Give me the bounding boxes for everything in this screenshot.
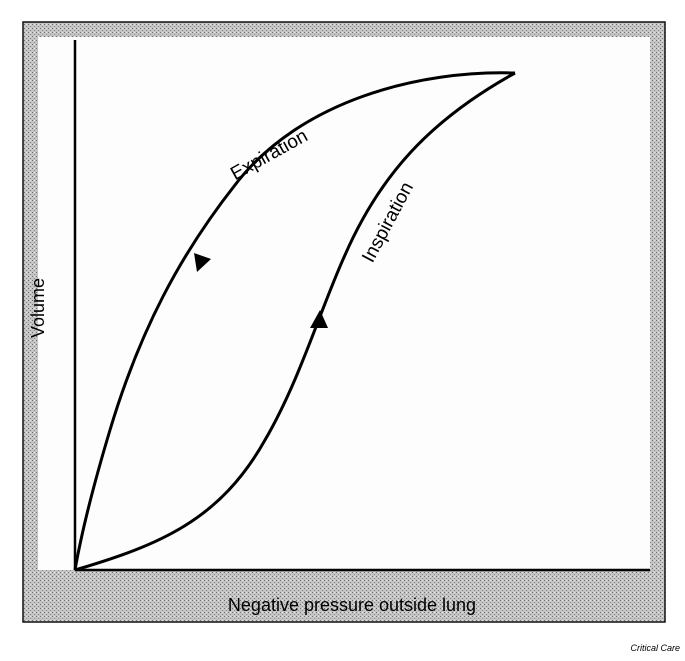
inspiration-arrow	[310, 310, 328, 328]
plot-area	[38, 37, 650, 570]
expiration-arrow	[194, 253, 211, 272]
x-axis-label: Negative pressure outside lung	[228, 595, 476, 615]
expiration-curve	[73, 71, 516, 571]
inspiration-curve	[74, 71, 516, 572]
y-axis-label: Volume	[28, 278, 48, 338]
credit: Critical Care	[630, 643, 680, 653]
